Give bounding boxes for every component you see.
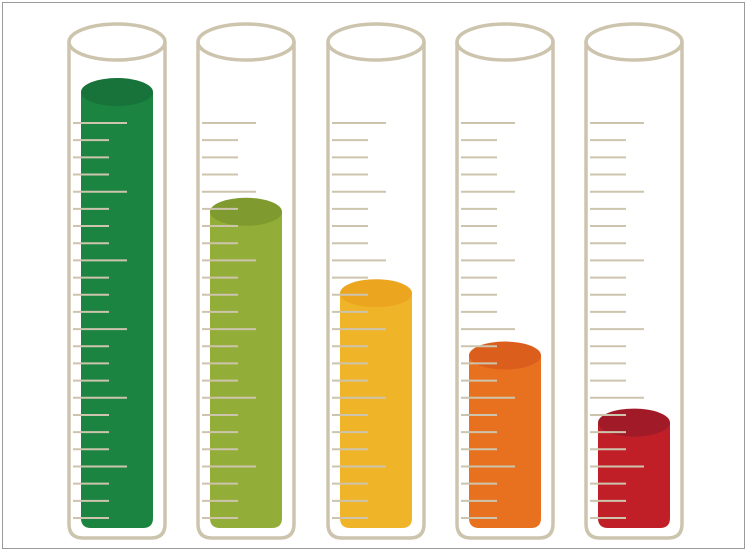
scale-ticks-red [590, 122, 644, 519]
liquid-column-yellow [340, 293, 412, 528]
scale-ticks-orange [461, 122, 515, 519]
tube-outline-olive [196, 42, 296, 540]
tube-rim-olive [196, 22, 296, 62]
tube-rim-green [67, 22, 167, 62]
tube-rim-yellow [326, 22, 426, 62]
test-tube-olive [196, 22, 296, 540]
tube-outline-red [584, 42, 684, 540]
tube-outline-yellow [326, 42, 426, 540]
test-tube-red [584, 22, 684, 540]
liquid-surface-olive [210, 197, 282, 226]
tube-rim-orange [455, 22, 555, 62]
test-tube-yellow [326, 22, 426, 540]
tube-outline-orange [455, 42, 555, 540]
liquid-surface-green [81, 78, 153, 106]
liquid-surface-yellow [340, 279, 412, 308]
scale-ticks-green [73, 122, 127, 519]
test-tube-orange [455, 22, 555, 540]
tube-rim-red [584, 22, 684, 62]
test-tube-green [67, 22, 167, 540]
liquid-column-green [81, 92, 153, 528]
liquid-column-red [598, 422, 670, 528]
tube-outline-green [67, 42, 167, 540]
scale-ticks-yellow [332, 122, 386, 519]
scale-ticks-olive [202, 122, 256, 519]
liquid-column-olive [210, 211, 282, 528]
